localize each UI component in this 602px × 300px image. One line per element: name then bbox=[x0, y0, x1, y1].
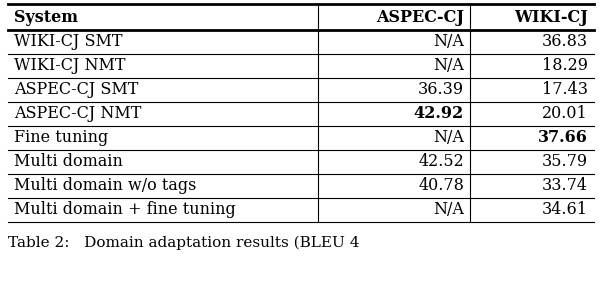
Text: 40.78: 40.78 bbox=[418, 178, 464, 194]
Text: ASPEC-CJ: ASPEC-CJ bbox=[376, 8, 464, 26]
Text: 36.83: 36.83 bbox=[542, 34, 588, 50]
Text: Fine tuning: Fine tuning bbox=[14, 130, 108, 146]
Text: WIKI-CJ SMT: WIKI-CJ SMT bbox=[14, 34, 122, 50]
Text: 17.43: 17.43 bbox=[542, 82, 588, 98]
Text: ASPEC-CJ NMT: ASPEC-CJ NMT bbox=[14, 106, 141, 122]
Text: N/A: N/A bbox=[433, 202, 464, 218]
Text: 33.74: 33.74 bbox=[542, 178, 588, 194]
Text: N/A: N/A bbox=[433, 58, 464, 74]
Text: 42.92: 42.92 bbox=[414, 106, 464, 122]
Text: N/A: N/A bbox=[433, 130, 464, 146]
Text: 34.61: 34.61 bbox=[542, 202, 588, 218]
Text: 18.29: 18.29 bbox=[542, 58, 588, 74]
Text: 42.52: 42.52 bbox=[418, 154, 464, 170]
Text: 37.66: 37.66 bbox=[538, 130, 588, 146]
Text: Multi domain + fine tuning: Multi domain + fine tuning bbox=[14, 202, 236, 218]
Text: N/A: N/A bbox=[433, 34, 464, 50]
Text: 36.39: 36.39 bbox=[418, 82, 464, 98]
Text: 35.79: 35.79 bbox=[542, 154, 588, 170]
Text: Multi domain w/o tags: Multi domain w/o tags bbox=[14, 178, 196, 194]
Text: 20.01: 20.01 bbox=[542, 106, 588, 122]
Text: WIKI-CJ NMT: WIKI-CJ NMT bbox=[14, 58, 125, 74]
Text: Table 2:   Domain adaptation results (BLEU 4: Table 2: Domain adaptation results (BLEU… bbox=[8, 236, 359, 250]
Text: System: System bbox=[14, 8, 78, 26]
Text: ASPEC-CJ SMT: ASPEC-CJ SMT bbox=[14, 82, 138, 98]
Text: WIKI-CJ: WIKI-CJ bbox=[514, 8, 588, 26]
Text: Multi domain: Multi domain bbox=[14, 154, 123, 170]
